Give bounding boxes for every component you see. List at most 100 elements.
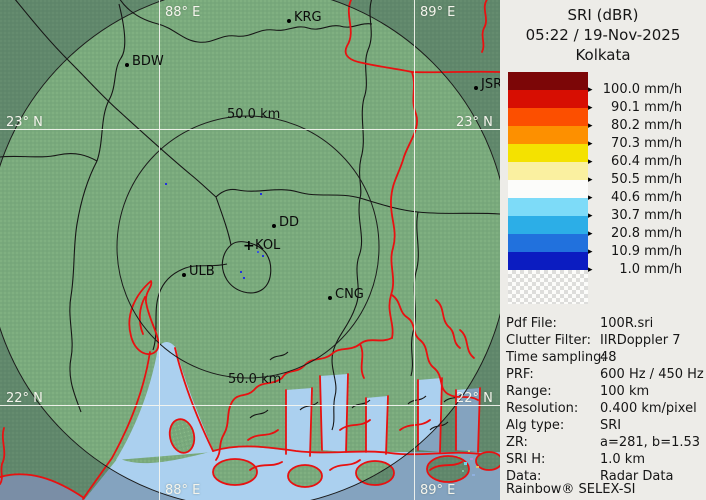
station-name: Kolkata — [575, 46, 631, 64]
legend-entry: ▸ 80.2 mm/h — [588, 118, 683, 133]
latitude-gridline — [0, 405, 500, 406]
latitude-label-right: 23° N — [456, 115, 493, 130]
city-dot-icon — [287, 19, 291, 23]
city-label: DD — [279, 215, 300, 230]
metadata-row: Range: 100 km — [506, 384, 706, 401]
longitude-gridline — [159, 0, 160, 500]
tick-arrow-icon: ▸ — [588, 211, 593, 221]
latitude-label-right: 22° N — [456, 391, 493, 406]
rivers — [0, 0, 500, 500]
metadata-label: Resolution: — [506, 401, 579, 416]
color-scale-bar — [508, 72, 588, 270]
metadata-row: Resolution: 0.400 km/pixel — [506, 401, 706, 418]
outside-range-shading — [0, 0, 500, 500]
software-brand: Rainbow® SELEX-SI — [506, 482, 636, 497]
metadata-label: Pdf File: — [506, 316, 557, 331]
info-panel: SRI (dBR) 05:22 / 19-Nov-2025 Kolkata ▸ 1… — [500, 0, 706, 500]
metadata-row: ZR: a=281, b=1.53 — [506, 435, 706, 452]
color-band — [508, 72, 588, 90]
longitude-label-top: 88° E — [165, 5, 201, 20]
city-label: KOL — [255, 238, 281, 253]
metadata-label: PRF: — [506, 367, 534, 382]
metadata-row: Pdf File: 100R.sri — [506, 316, 706, 333]
metadata-row: SRI H: 1.0 km — [506, 452, 706, 469]
tick-arrow-icon: ▸ — [588, 265, 593, 275]
legend-entry: ▸ 70.3 mm/h — [588, 136, 683, 151]
radar-site-cross-icon: + — [243, 238, 255, 254]
city-label: KRG — [294, 10, 322, 25]
color-band — [508, 252, 588, 270]
tick-arrow-icon: ▸ — [588, 229, 593, 239]
latitude-gridline — [0, 129, 500, 130]
tick-arrow-icon: ▸ — [588, 247, 593, 257]
color-band — [508, 216, 588, 234]
longitude-label-bottom: 88° E — [165, 483, 201, 498]
metadata-row: Time sampling: 48 — [506, 350, 706, 367]
metadata-value: SRI — [600, 418, 622, 433]
city-label: JSR — [481, 77, 500, 92]
tick-arrow-icon: ▸ — [588, 85, 593, 95]
tick-arrow-icon: ▸ — [588, 103, 593, 113]
color-band — [508, 126, 588, 144]
metadata-value: 100R.sri — [600, 316, 654, 331]
color-band — [508, 108, 588, 126]
product-title: SRI (dBR) — [567, 6, 639, 24]
latitude-label-left: 22° N — [6, 391, 43, 406]
city-label: ULB — [189, 264, 215, 279]
legend-entry: ▸ 60.4 mm/h — [588, 154, 683, 169]
metadata-value: a=281, b=1.53 — [600, 435, 701, 450]
metadata-row: Alg type: SRI — [506, 418, 706, 435]
city-dot-icon — [125, 63, 129, 67]
metadata-label: Data: — [506, 469, 542, 484]
legend-entry: ▸ 20.8 mm/h — [588, 226, 683, 241]
legend-entry: ▸ 30.7 mm/h — [588, 208, 683, 223]
metadata-label: SRI H: — [506, 452, 546, 467]
radar-map-view: 88° E 88° E 89° E 89° E 23° N 23° N 22° N 22° N… — [0, 0, 500, 500]
longitude-label-top: 89° E — [420, 5, 456, 20]
range-ring-label: 50.0 km — [227, 107, 281, 122]
color-band — [508, 198, 588, 216]
metadata-value: IIRDoppler 7 — [600, 333, 681, 348]
metadata-row: PRF: 600 Hz / 450 Hz — [506, 367, 706, 384]
land-area — [0, 0, 500, 500]
scan-datetime: 05:22 / 19-Nov-2025 — [525, 26, 681, 44]
range-ring-label: 50.0 km — [228, 372, 282, 387]
metadata-value: Radar Data — [600, 469, 674, 484]
legend-entry: ▸ 90.1 mm/h — [588, 100, 683, 115]
tick-arrow-icon: ▸ — [588, 175, 593, 185]
tick-arrow-icon: ▸ — [588, 139, 593, 149]
tick-arrow-icon: ▸ — [588, 193, 593, 203]
city-dot-icon — [182, 273, 186, 277]
city-dot-icon — [328, 296, 332, 300]
city-dot-icon — [272, 224, 276, 228]
range-rings — [0, 0, 500, 500]
metadata-label: Time sampling: — [506, 350, 606, 365]
city-label: BDW — [132, 54, 164, 69]
tick-arrow-icon: ▸ — [588, 121, 593, 131]
metadata-value: 1.0 km — [600, 452, 645, 467]
tick-arrow-icon: ▸ — [588, 157, 593, 167]
legend-entry: ▸ 100.0 mm/h — [588, 82, 683, 97]
metadata-value: 100 km — [600, 384, 650, 399]
metadata-label: Range: — [506, 384, 552, 399]
color-band — [508, 234, 588, 252]
color-band — [508, 180, 588, 198]
latitude-label-left: 23° N — [6, 115, 43, 130]
metadata-label: ZR: — [506, 435, 528, 450]
rain-echo-pixels — [165, 183, 479, 476]
metadata-value: 48 — [600, 350, 617, 365]
islands — [169, 419, 500, 487]
admin-borders — [0, 0, 500, 431]
city-dot-icon — [474, 86, 478, 90]
no-data-checker-swatch — [508, 270, 588, 304]
color-band — [508, 144, 588, 162]
metadata-label: Alg type: — [506, 418, 565, 433]
legend-entry: ▸ 50.5 mm/h — [588, 172, 683, 187]
map-label-layer: 88° E 88° E 89° E 89° E 23° N 23° N 22° N 22° N… — [0, 0, 500, 500]
metadata-value: 0.400 km/pixel — [600, 401, 697, 416]
metadata-value: 600 Hz / 450 Hz — [600, 367, 704, 382]
longitude-label-bottom: 89° E — [420, 483, 456, 498]
metadata-label: Clutter Filter: — [506, 333, 591, 348]
longitude-gridline — [414, 0, 415, 500]
